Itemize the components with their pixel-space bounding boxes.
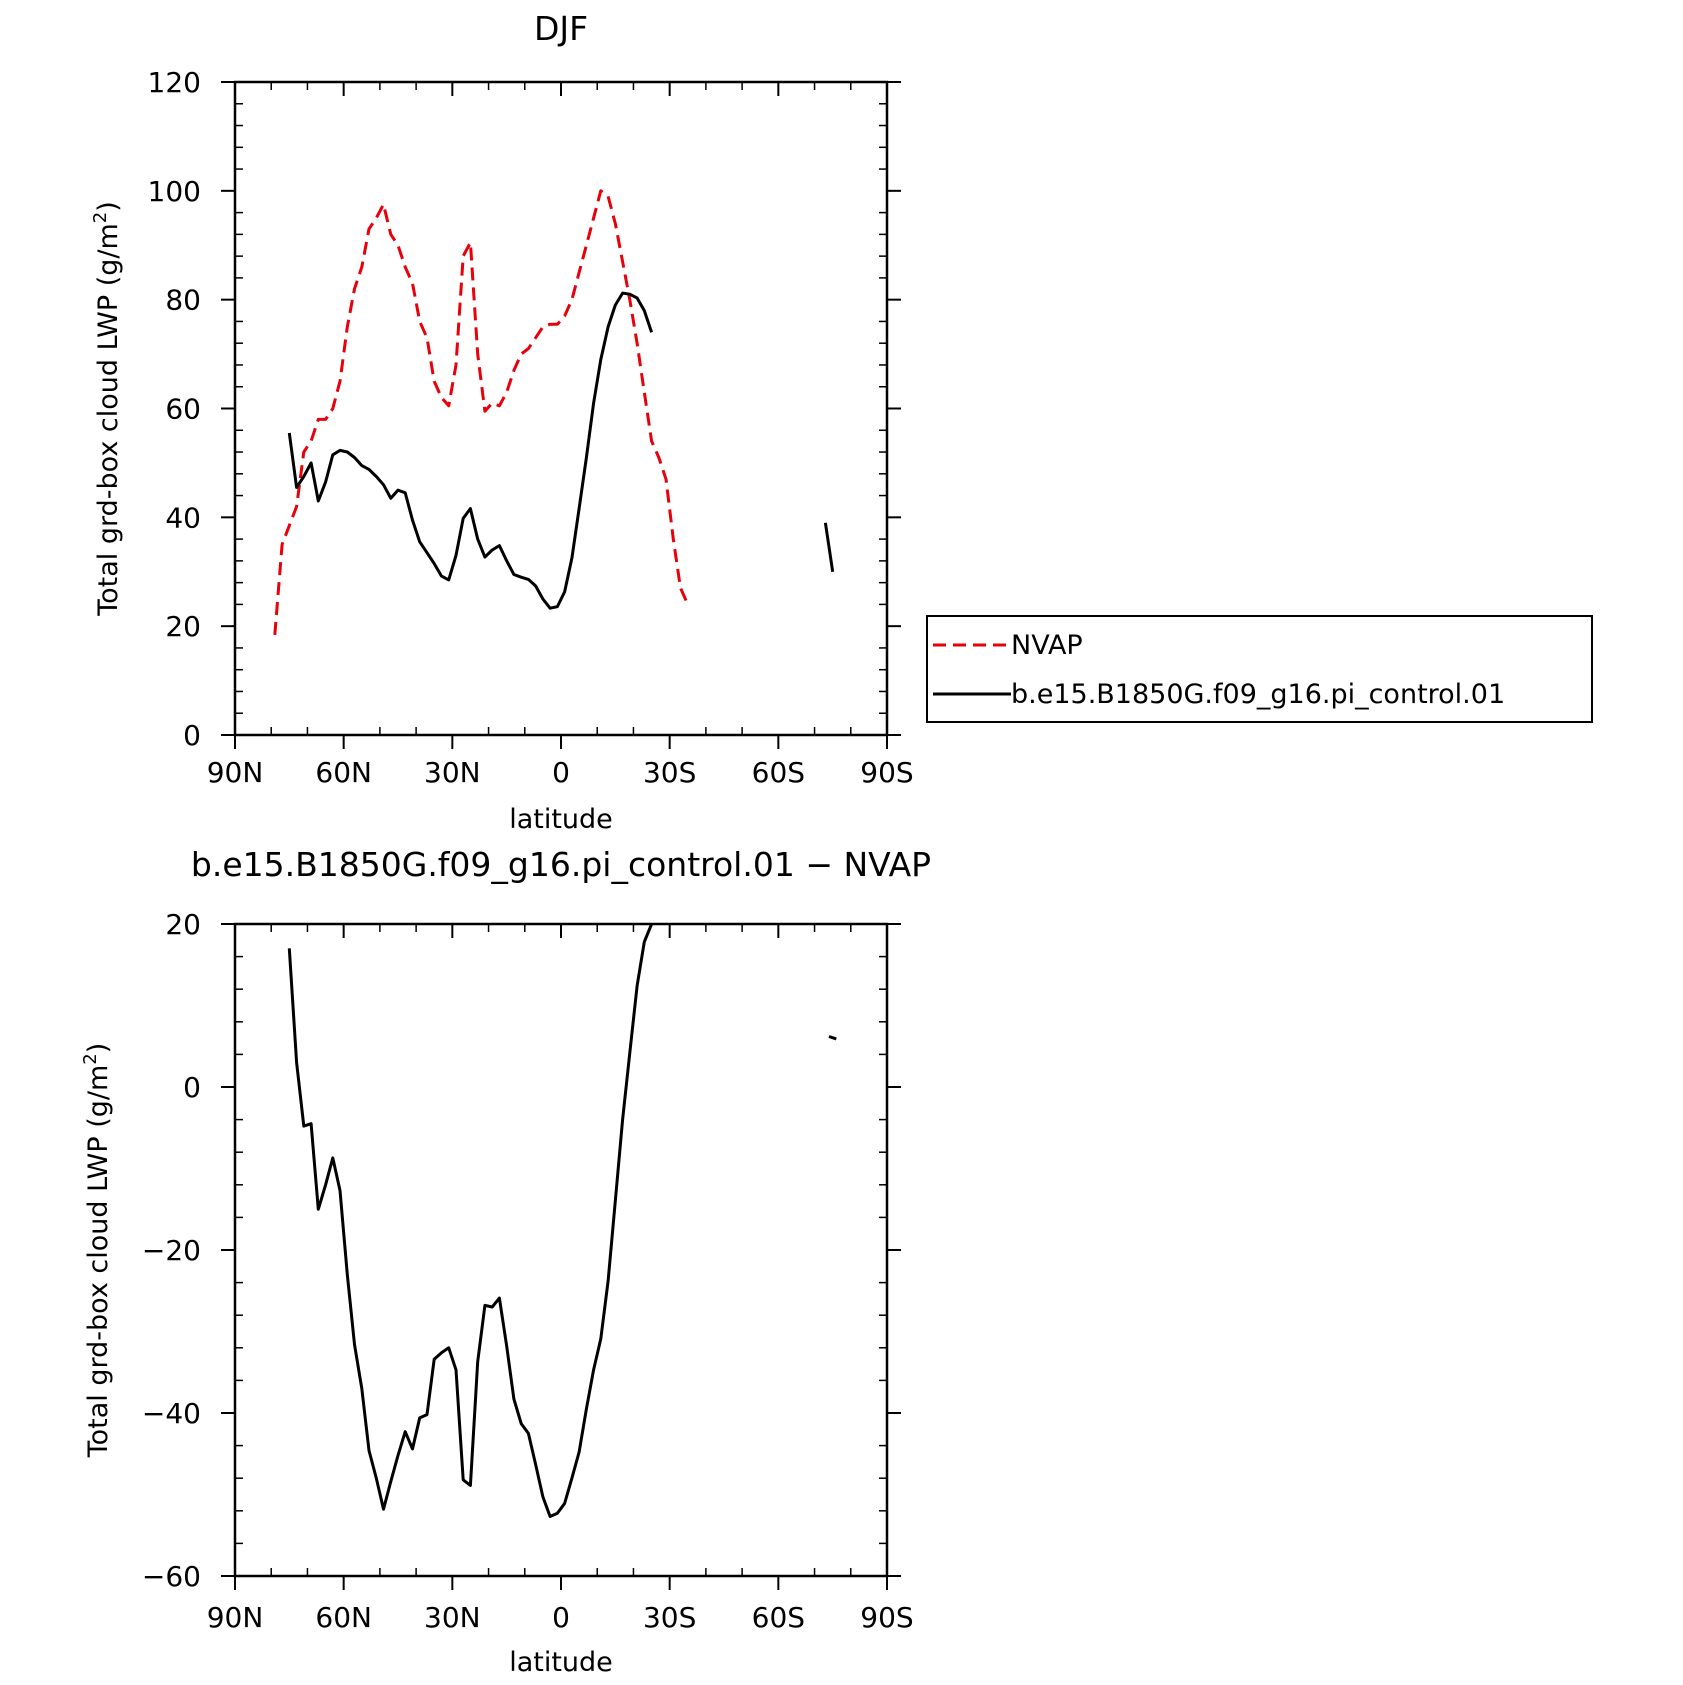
x-tick-label: 60S <box>752 1601 805 1634</box>
y-axis-label-superscript: 2 <box>80 1053 101 1064</box>
x-tick-label: 90N <box>207 756 264 789</box>
y-axis-label: Total grd-box cloud LWP (g/m2) <box>90 201 124 617</box>
x-tick-label: 60S <box>752 756 805 789</box>
y-axis-label-superscript: 2 <box>90 212 111 223</box>
x-tick-label: 60N <box>315 1601 372 1634</box>
y-tick-label: 20 <box>165 610 201 643</box>
legend-box <box>926 615 1593 723</box>
x-tick-label: 30N <box>424 1601 481 1634</box>
y-axis-label-end: ) <box>83 1043 114 1054</box>
y-tick-label: −20 <box>142 1234 201 1267</box>
x-tick-label: 0 <box>552 1601 570 1634</box>
legend: NVAP b.e15.B1850G.f09_g16.pi_control.01 <box>926 615 1593 723</box>
x-tick-label: 30S <box>643 1601 696 1634</box>
y-axis-label-main: Total grd-box cloud LWP (g/m <box>93 223 124 617</box>
plot-frame <box>233 922 889 1578</box>
chart-panel-2: b.e15.B1850G.f09_g16.pi_control.01 − NVA… <box>80 845 931 1678</box>
x-tick-label: 90N <box>207 1601 264 1634</box>
y-tick-label: 0 <box>183 719 201 752</box>
legend-label: NVAP <box>1011 630 1083 661</box>
x-axis-label: latitude <box>509 804 613 835</box>
x-tick-label: 60N <box>315 756 372 789</box>
y-tick-label: 40 <box>165 501 201 534</box>
series-line-model <box>823 522 835 573</box>
y-axis-label-end: ) <box>93 201 124 212</box>
y-tick-label: 120 <box>148 66 201 99</box>
y-tick-label: 60 <box>165 393 201 426</box>
x-tick-label: 30S <box>643 756 696 789</box>
series-line-model <box>287 923 653 1518</box>
y-tick-label: 0 <box>183 1071 201 1104</box>
series-line-nvap <box>273 189 690 636</box>
series-line-model <box>287 291 654 610</box>
x-tick-label: 0 <box>552 756 570 789</box>
y-tick-label: 20 <box>165 908 201 941</box>
y-axis-label-main: Total grd-box cloud LWP (g/m <box>83 1065 114 1459</box>
series-line-model <box>828 1035 837 1041</box>
y-tick-label: 80 <box>165 284 201 317</box>
legend-label: b.e15.B1850G.f09_g16.pi_control.01 <box>1011 679 1505 710</box>
x-tick-label: 90S <box>860 1601 913 1634</box>
y-tick-label: −60 <box>142 1560 201 1593</box>
chart-panel-1: DJF 90N 60N 30N 0 30S 60S 90S 0 20 40 60 80 100 120 lat… <box>90 9 1593 835</box>
y-tick-label: −40 <box>142 1397 201 1430</box>
chart-title: b.e15.B1850G.f09_g16.pi_control.01 − NVA… <box>191 845 931 884</box>
x-axis-label: latitude <box>509 1647 613 1678</box>
x-tick-label: 90S <box>860 756 913 789</box>
y-axis-label: Total grd-box cloud LWP (g/m2) <box>80 1043 114 1459</box>
chart-title: DJF <box>534 9 588 48</box>
x-tick-label: 30N <box>424 756 481 789</box>
y-tick-label: 100 <box>148 175 201 208</box>
